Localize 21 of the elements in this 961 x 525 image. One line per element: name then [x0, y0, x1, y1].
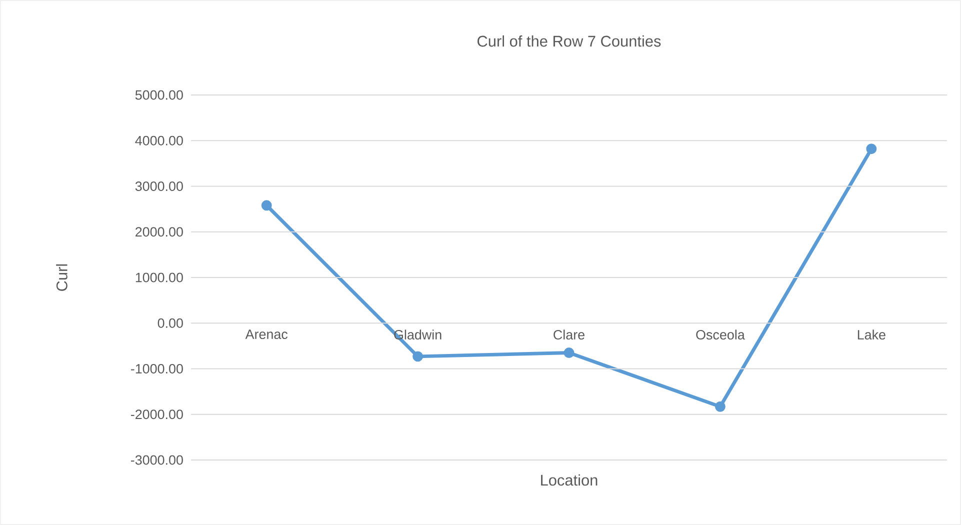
- point: [261, 200, 272, 211]
- x-tick-label: Arenac: [245, 330, 288, 340]
- point: [714, 401, 726, 412]
- point: [866, 144, 877, 154]
- y-tick-label: -2000.00: [130, 410, 183, 420]
- y-tick-label: 4000.00: [135, 136, 183, 146]
- point: [564, 348, 574, 358]
- y-tick-label: 1000.00: [136, 272, 183, 282]
- y-tick-label: -1000.00: [130, 364, 183, 374]
- y-tick-label: 2000.00: [136, 227, 183, 237]
- x-tick-label: Osceola: [696, 330, 745, 340]
- x-tick-label: Clare: [554, 330, 584, 340]
- y-tick-label: 0.00: [158, 318, 183, 328]
- y-axis-title: Curl: [56, 264, 68, 291]
- y-tick-label: 5000.00: [135, 90, 183, 100]
- y-tick-label: -3000.00: [130, 455, 183, 465]
- x-tick-label: Lake: [858, 330, 886, 340]
- y-tick-label: 3000.00: [135, 181, 183, 192]
- chart-title: Curl of the Row 7 Counties: [478, 35, 661, 47]
- point: [412, 351, 424, 362]
- x-axis-title: Location: [541, 474, 598, 486]
